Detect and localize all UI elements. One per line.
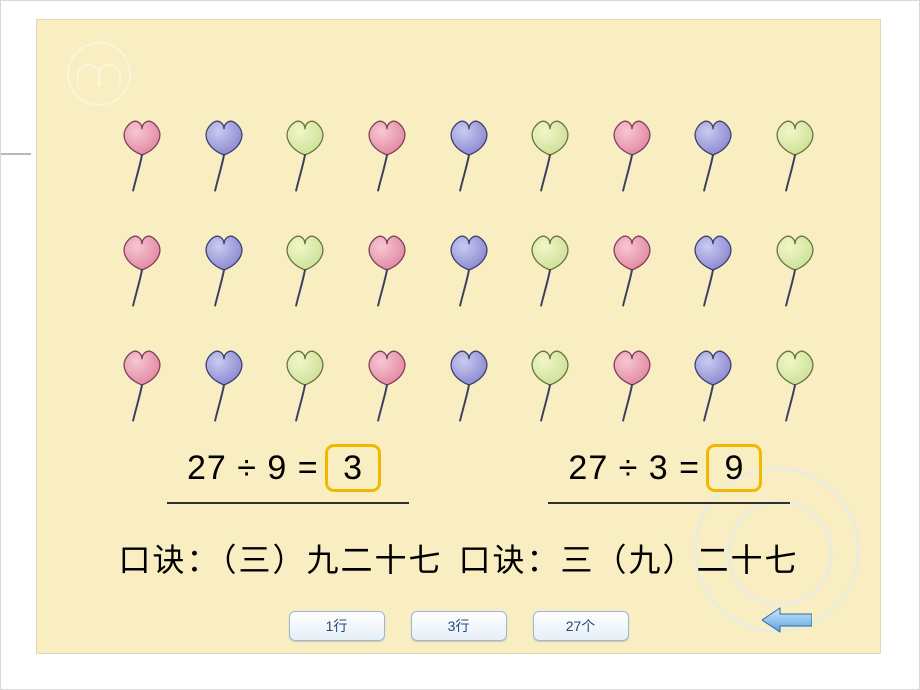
- heart-balloon-icon: [439, 230, 499, 310]
- equation-right-answer: 9: [706, 444, 762, 492]
- heart-balloon-icon: [765, 345, 825, 425]
- heart-balloon-icon: [275, 345, 335, 425]
- heart-balloon-icon: [520, 345, 580, 425]
- mnemonic-right: 口诀：三（九）二十七: [459, 535, 799, 581]
- heart-balloon-icon: [439, 115, 499, 195]
- button-3rows[interactable]: 3行: [411, 611, 507, 641]
- page-frame: 27 ÷ 9 = 3 27 ÷ 3 = 9 口诀：（三）九二十七 口诀：三（九）…: [0, 0, 920, 690]
- heart-balloon-icon: [602, 345, 662, 425]
- equation-right: 27 ÷ 3 = 9: [548, 438, 790, 504]
- heart-balloon-icon: [683, 230, 743, 310]
- equation-area: 27 ÷ 9 = 3 27 ÷ 3 = 9: [167, 438, 790, 504]
- heart-balloon-icon: [357, 345, 417, 425]
- heart-balloon-icon: [683, 115, 743, 195]
- heart-balloon-icon: [194, 115, 254, 195]
- heart-balloon-icon: [357, 230, 417, 310]
- equation-left-answer: 3: [325, 444, 381, 492]
- mnemonics-area: 口诀：（三）九二十七 口诀：三（九）二十七: [117, 535, 800, 581]
- heart-balloon-icon: [439, 345, 499, 425]
- button-bar: 1行 3行 27个: [37, 611, 880, 641]
- heart-balloon-icon: [683, 345, 743, 425]
- heart-balloon-icon: [275, 230, 335, 310]
- heart-balloon-icon: [602, 115, 662, 195]
- heart-balloon-icon: [112, 115, 172, 195]
- heart-balloon-icon: [112, 345, 172, 425]
- watermark-top-left: [67, 42, 131, 106]
- balloon-grid: [112, 115, 825, 425]
- equation-left-expr: 27 ÷ 9 =: [187, 449, 319, 488]
- heart-balloon-icon: [520, 115, 580, 195]
- heart-balloon-icon: [194, 230, 254, 310]
- left-margin-line: [1, 153, 31, 155]
- heart-balloon-icon: [520, 230, 580, 310]
- equation-left: 27 ÷ 9 = 3: [167, 438, 409, 504]
- button-27items[interactable]: 27个: [533, 611, 629, 641]
- heart-balloon-icon: [765, 115, 825, 195]
- mnemonic-left: 口诀：（三）九二十七: [118, 535, 442, 581]
- balloon-row: [112, 345, 825, 425]
- button-1row[interactable]: 1行: [289, 611, 385, 641]
- heart-balloon-icon: [765, 230, 825, 310]
- balloon-row: [112, 115, 825, 195]
- balloon-row: [112, 230, 825, 310]
- heart-balloon-icon: [275, 115, 335, 195]
- heart-balloon-icon: [357, 115, 417, 195]
- heart-balloon-icon: [194, 345, 254, 425]
- back-arrow-icon[interactable]: [762, 606, 812, 639]
- slide-canvas: 27 ÷ 9 = 3 27 ÷ 3 = 9 口诀：（三）九二十七 口诀：三（九）…: [36, 19, 881, 654]
- equation-right-expr: 27 ÷ 3 =: [568, 449, 700, 488]
- heart-balloon-icon: [602, 230, 662, 310]
- heart-balloon-icon: [112, 230, 172, 310]
